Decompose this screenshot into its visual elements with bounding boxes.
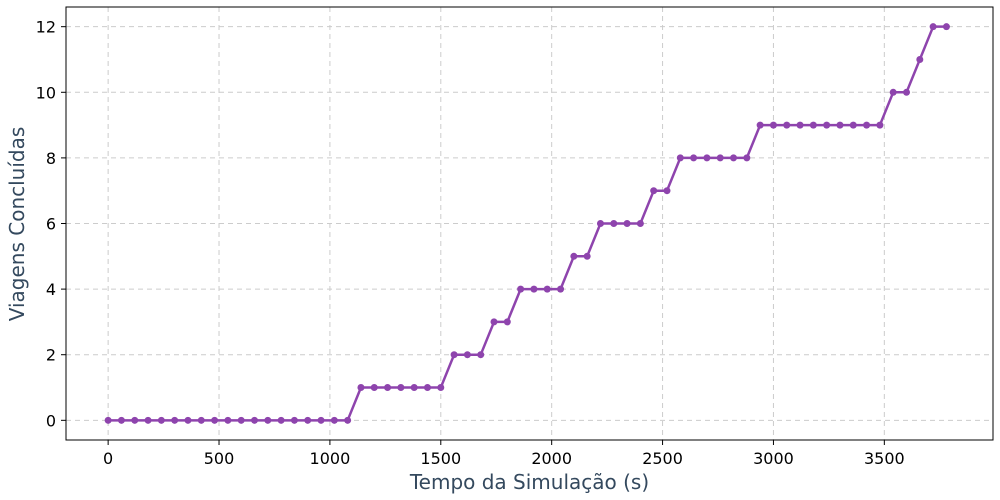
x-tick-label: 1000 [310, 449, 351, 468]
data-point [490, 318, 498, 326]
data-point [117, 416, 125, 424]
data-point [517, 285, 525, 293]
grid [66, 7, 993, 440]
data-point [716, 154, 724, 162]
x-tick-label: 3000 [753, 449, 794, 468]
data-point [730, 154, 738, 162]
data-point [397, 384, 405, 392]
data-point [703, 154, 711, 162]
x-tick-label: 1500 [420, 449, 461, 468]
data-point [144, 416, 152, 424]
data-point [663, 187, 671, 195]
data-point [889, 88, 897, 96]
data-point [410, 384, 418, 392]
data-point [370, 384, 378, 392]
data-point [543, 285, 551, 293]
data-point [450, 351, 458, 359]
data-point [171, 416, 179, 424]
data-point [796, 121, 804, 129]
x-tick-label: 2500 [642, 449, 683, 468]
x-axis-title: Tempo da Simulação (s) [409, 470, 649, 494]
data-point [211, 416, 219, 424]
data-point [224, 416, 232, 424]
data-point [623, 220, 631, 227]
data-point [344, 416, 352, 424]
y-axis-ticks: 0 2 4 6 8 10 12 [36, 18, 66, 430]
data-point [783, 121, 791, 129]
data-point [929, 23, 937, 31]
data-point [131, 416, 139, 424]
data-point [530, 285, 538, 293]
data-point [690, 154, 698, 162]
data-point [570, 252, 578, 260]
data-point [237, 416, 245, 424]
data-point [876, 121, 884, 129]
x-tick-label: 0 [103, 449, 113, 468]
data-point [916, 55, 924, 63]
data-point [823, 121, 831, 129]
data-point [650, 187, 658, 195]
y-tick-label: 10 [36, 83, 56, 102]
x-axis-ticks: 0 500 1000 1500 2000 2500 3000 3500 [103, 440, 905, 468]
data-point [423, 384, 431, 392]
data-point [264, 416, 272, 424]
data-point [277, 416, 285, 424]
data-point [357, 384, 365, 392]
data-point [863, 121, 871, 129]
x-tick-label: 3500 [864, 449, 905, 468]
data-point [104, 416, 112, 424]
y-axis-title: Viagens Concluídas [5, 127, 29, 322]
y-tick-label: 6 [46, 215, 56, 234]
data-point [157, 416, 165, 424]
y-tick-label: 4 [46, 280, 56, 299]
y-tick-label: 8 [46, 149, 56, 168]
data-point [809, 121, 817, 129]
data-point [477, 351, 485, 359]
data-point [251, 416, 259, 424]
data-point [317, 416, 325, 424]
data-point [437, 384, 445, 392]
data-point [304, 416, 312, 424]
data-point [503, 318, 511, 326]
data-point [197, 416, 205, 424]
x-tick-label: 500 [204, 449, 235, 468]
data-point [903, 88, 911, 96]
y-tick-label: 12 [36, 18, 56, 37]
data-point [743, 154, 751, 162]
data-point [583, 252, 591, 260]
data-point [836, 121, 844, 129]
data-point [596, 220, 604, 227]
data-point [676, 154, 684, 162]
x-tick-label: 2000 [531, 449, 572, 468]
data-point [942, 23, 950, 31]
data-point [756, 121, 764, 129]
y-tick-label: 2 [46, 346, 56, 365]
y-tick-label: 0 [46, 411, 56, 430]
data-point [769, 121, 777, 129]
data-point [184, 416, 192, 424]
data-point [636, 220, 644, 227]
data-point [290, 416, 298, 424]
series-line [108, 25, 947, 422]
data-point [463, 351, 471, 359]
plot-frame [65, 6, 994, 441]
data-point [330, 416, 338, 424]
data-point [384, 384, 392, 392]
data-point [610, 220, 618, 227]
data-point [557, 285, 565, 293]
data-point [849, 121, 857, 129]
series-layer [104, 23, 950, 424]
